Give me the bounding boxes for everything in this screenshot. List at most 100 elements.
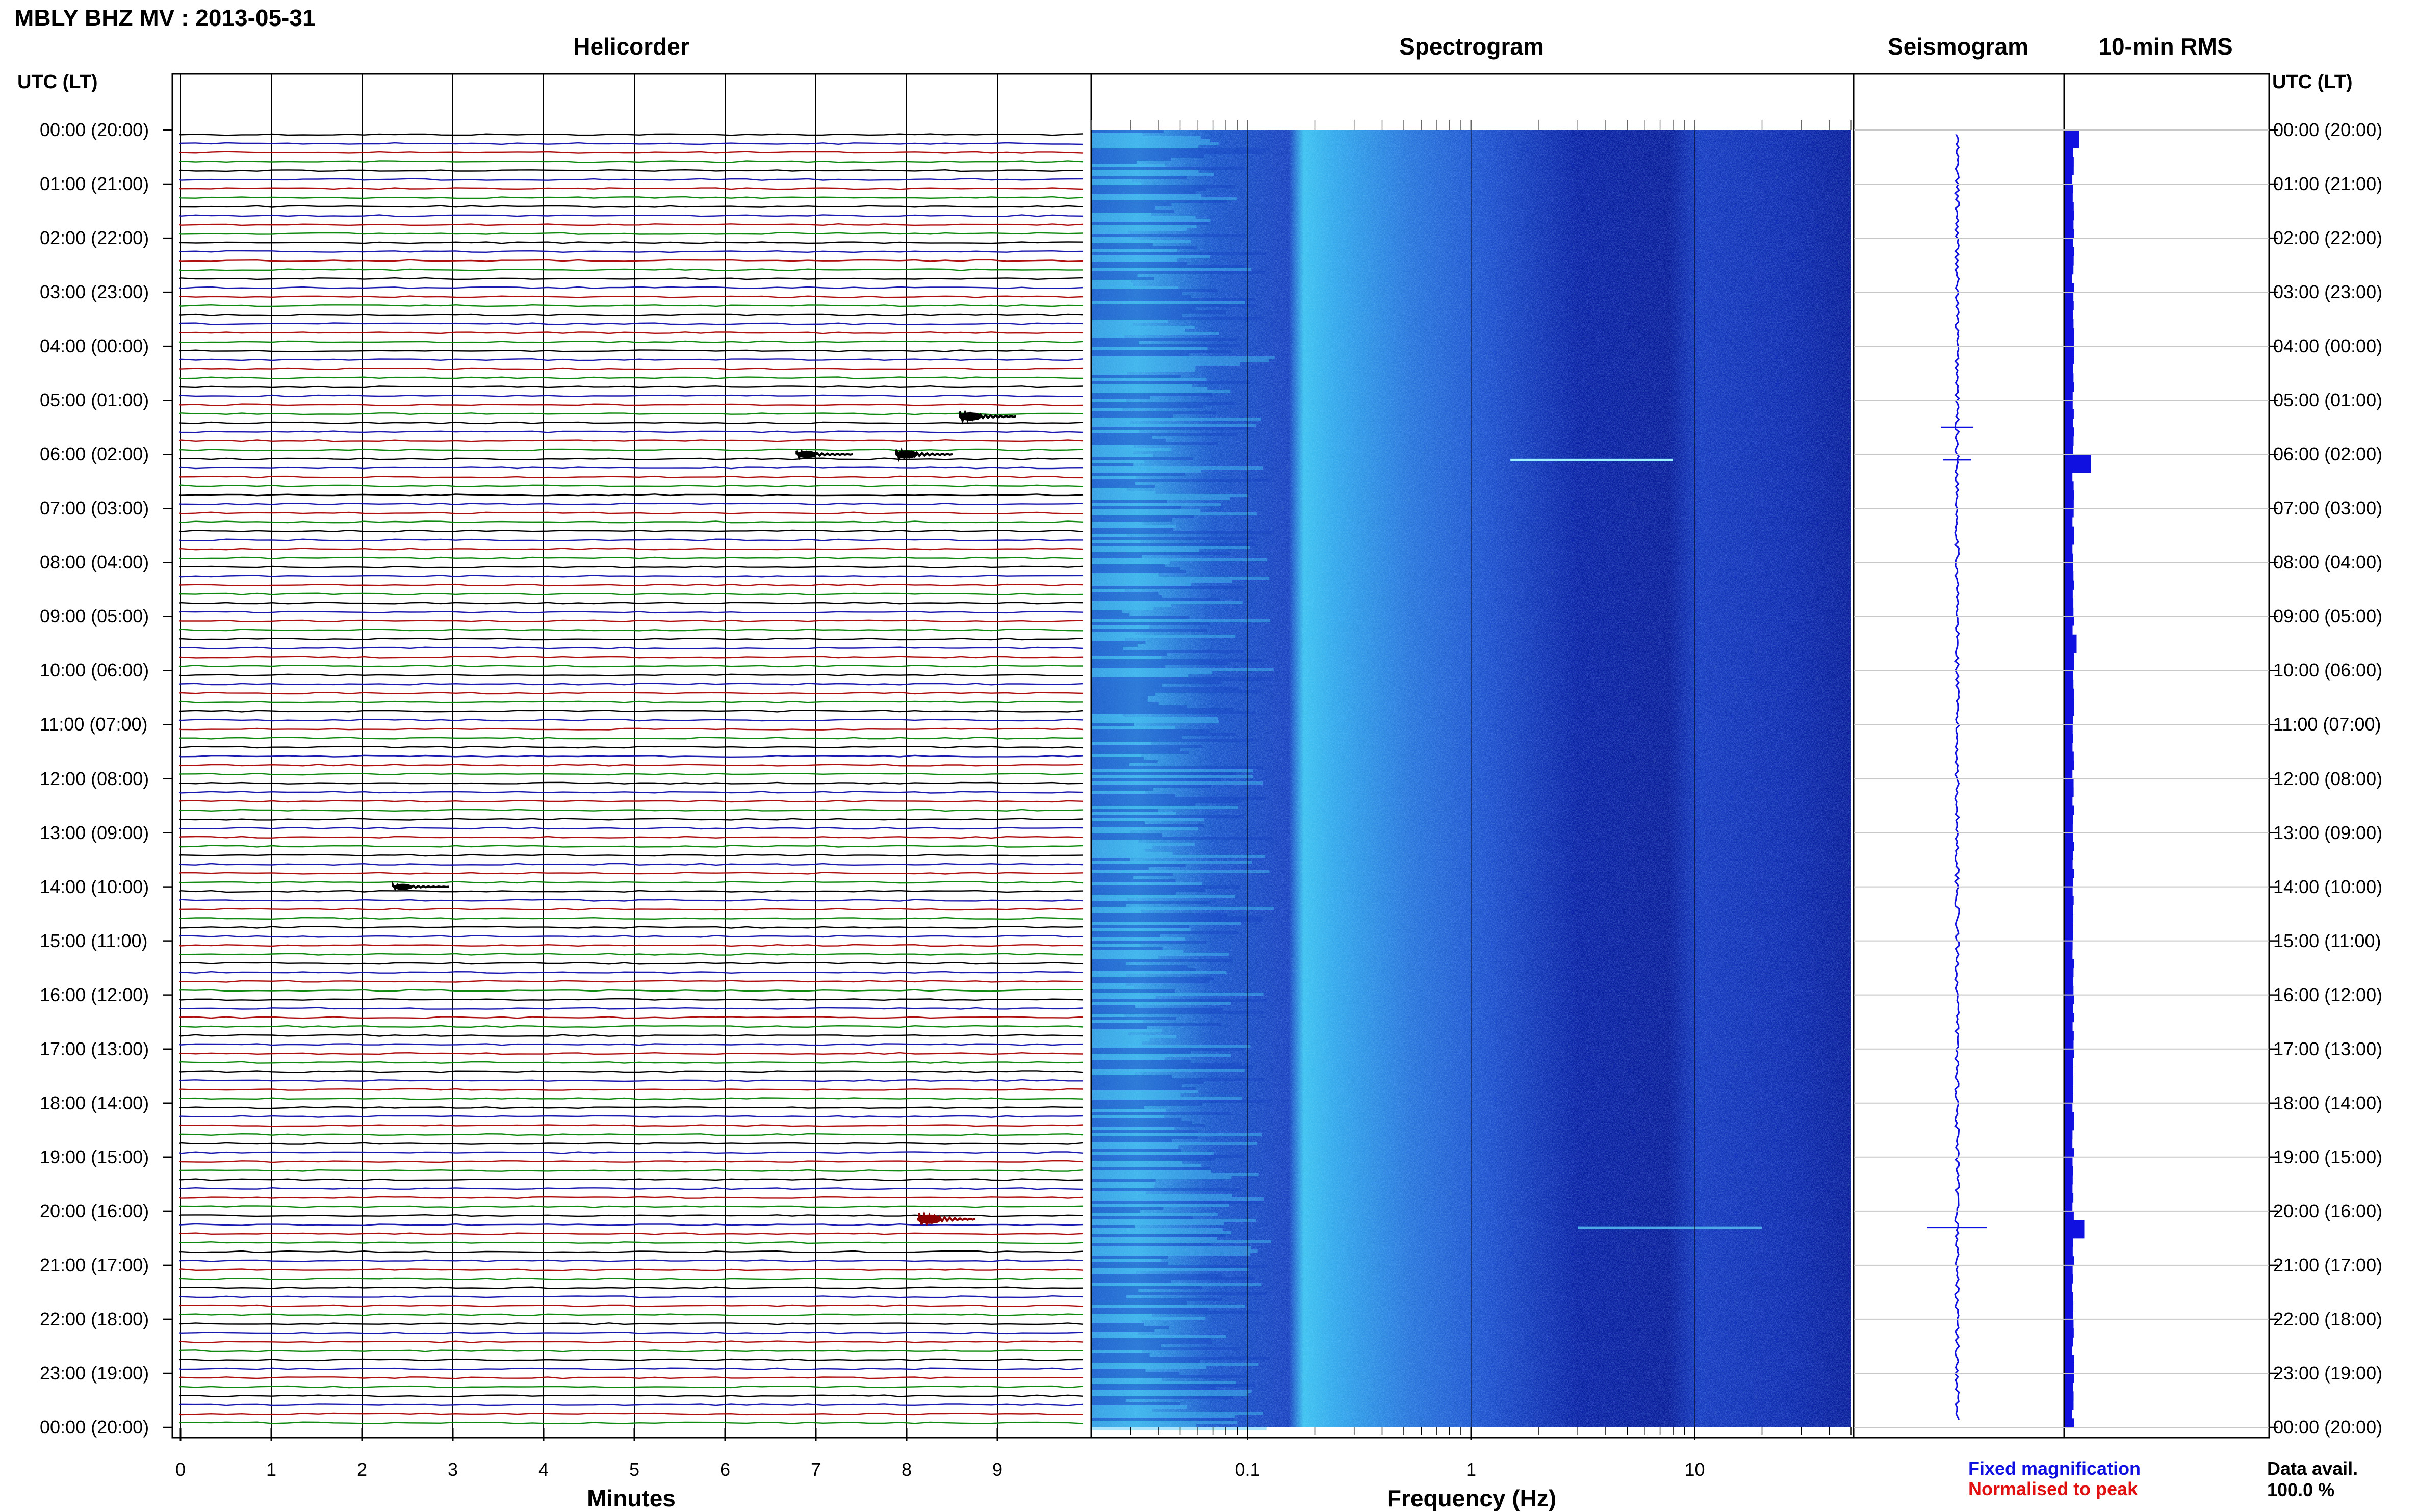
helicorder-trace bbox=[179, 646, 1084, 649]
helicorder-trace bbox=[179, 1340, 1084, 1343]
helicorder-trace bbox=[179, 1349, 1083, 1352]
spectrogram-row-band bbox=[1091, 1384, 1256, 1387]
spectrogram-row-band bbox=[1091, 714, 1123, 717]
spectrogram-row-band bbox=[1091, 1041, 1142, 1045]
helicorder-trace bbox=[179, 935, 1084, 938]
rms-bar bbox=[2065, 310, 2073, 320]
helicorder-trace bbox=[179, 1259, 1084, 1262]
spectrogram-row-band bbox=[1091, 405, 1203, 408]
rms-bar bbox=[2065, 445, 2073, 455]
spectrogram-feature bbox=[1578, 1226, 1762, 1229]
helicorder-trace bbox=[179, 331, 1084, 334]
helicorder-trace bbox=[179, 737, 1084, 740]
spectrogram-row-band bbox=[1091, 286, 1179, 289]
spectrogram-row-band bbox=[1091, 993, 1264, 996]
spectrogram-row-band bbox=[1091, 791, 1145, 794]
helicorder-trace bbox=[179, 1151, 1084, 1154]
helicorder-trace bbox=[179, 1214, 1084, 1217]
spectrogram-row-band bbox=[1091, 133, 1143, 136]
rms-bar bbox=[2065, 211, 2074, 221]
time-label-right: 15:00 (11:00) bbox=[2273, 930, 2381, 951]
time-label-left: 00:00 (20:00) bbox=[40, 119, 149, 140]
helicorder-trace bbox=[179, 638, 1084, 641]
rms-bar bbox=[2065, 1166, 2073, 1176]
spectrogram-row-band bbox=[1091, 1170, 1211, 1173]
rms-bar bbox=[2065, 616, 2074, 626]
time-label-right: 03:00 (23:00) bbox=[2273, 281, 2383, 303]
helicorder-trace bbox=[179, 439, 1084, 442]
spectrogram-row-band bbox=[1091, 635, 1236, 638]
spectrogram-row-band bbox=[1091, 280, 1131, 283]
spectrogram-row-band bbox=[1091, 1219, 1256, 1222]
helicorder-event-burst bbox=[394, 883, 413, 890]
spectrogram-row-band bbox=[1091, 589, 1125, 592]
rms-bar bbox=[2065, 815, 2073, 824]
spectrogram-row-band bbox=[1091, 454, 1153, 457]
time-label-left: 07:00 (03:00) bbox=[40, 498, 149, 519]
helicorder-trace bbox=[179, 1421, 1084, 1424]
rms-bar bbox=[2065, 1211, 2074, 1221]
time-label-left: 12:00 (08:00) bbox=[40, 768, 149, 789]
spectrogram-row-band bbox=[1091, 1164, 1201, 1167]
spectrogram-row-band bbox=[1091, 182, 1141, 185]
spectrogram-row-band bbox=[1091, 552, 1230, 555]
spectrogram-row-band bbox=[1091, 1298, 1222, 1301]
helicorder-trace bbox=[179, 836, 1084, 839]
spectrogram-row-band bbox=[1091, 537, 1258, 540]
spectrogram-row-band bbox=[1091, 436, 1152, 439]
helicorder-trace bbox=[179, 1223, 1084, 1227]
spectrogram-row-band bbox=[1091, 1375, 1247, 1378]
rms-bar bbox=[2065, 265, 2074, 275]
helicorder-trace bbox=[179, 529, 1084, 533]
rms-bar bbox=[2065, 1256, 2074, 1266]
spectrogram-row-band bbox=[1091, 1179, 1156, 1182]
rms-bar bbox=[2065, 859, 2073, 869]
spectrogram-row-band bbox=[1091, 476, 1136, 479]
legend-normalised-to-peak: Normalised to peak bbox=[1968, 1478, 2138, 1499]
rms-bar bbox=[2065, 670, 2073, 680]
spectrogram-row-band bbox=[1091, 488, 1127, 491]
spectrogram-row-band bbox=[1091, 185, 1235, 188]
spectrogram-row-band bbox=[1091, 598, 1220, 601]
spectrogram-row-band bbox=[1091, 164, 1166, 167]
spectrogram-row-band bbox=[1091, 307, 1196, 310]
rms-bar bbox=[2065, 1355, 2074, 1365]
spectrogram-row-band bbox=[1091, 941, 1206, 944]
helicorder-trace bbox=[179, 1043, 1084, 1046]
spectrogram-row-band bbox=[1091, 1207, 1164, 1210]
rms-bar bbox=[2065, 1049, 2074, 1058]
spectrogram-x-tick-label: 10 bbox=[1684, 1459, 1705, 1480]
spectrogram-row-band bbox=[1091, 1292, 1267, 1295]
rms-bar bbox=[2065, 1220, 2085, 1230]
spectrogram-row-band bbox=[1091, 1409, 1152, 1412]
spectrogram-row-band bbox=[1091, 668, 1274, 671]
helicorder-trace bbox=[179, 538, 1084, 541]
spectrogram-row-band bbox=[1091, 855, 1265, 858]
spectrogram-row-band bbox=[1091, 745, 1203, 748]
spectrogram-row-band bbox=[1091, 898, 1128, 901]
spectrogram-row-band bbox=[1091, 1415, 1236, 1418]
spectrogram-row-band bbox=[1091, 1344, 1161, 1347]
helicorder-trace bbox=[179, 998, 1084, 1001]
spectrogram-row-band bbox=[1091, 580, 1232, 583]
spectrogram-row-band bbox=[1091, 733, 1236, 736]
rms-bar bbox=[2065, 175, 2073, 185]
spectrogram-row-band bbox=[1091, 843, 1195, 846]
spectrogram-row-band bbox=[1091, 1237, 1218, 1240]
spectrogram-row-band bbox=[1091, 295, 1191, 298]
helicorder-event-burst bbox=[959, 412, 982, 421]
spectrogram-row-band bbox=[1091, 408, 1123, 411]
helicorder-trace bbox=[179, 1403, 1084, 1406]
helicorder-trace bbox=[179, 718, 1084, 722]
rms-bar bbox=[2065, 454, 2091, 464]
spectrogram-row-band bbox=[1091, 1167, 1211, 1170]
spectrogram-row-band bbox=[1091, 849, 1145, 852]
spectrogram-row-band bbox=[1091, 509, 1201, 512]
rms-bar bbox=[2065, 796, 2073, 806]
helicorder-trace bbox=[179, 160, 1084, 163]
rms-bar bbox=[2065, 535, 2074, 545]
spectrogram-row-band bbox=[1091, 760, 1158, 763]
spectrogram-row-band bbox=[1091, 1259, 1161, 1262]
spectrogram-row-band bbox=[1091, 937, 1186, 941]
rms-bar bbox=[2065, 931, 2073, 942]
